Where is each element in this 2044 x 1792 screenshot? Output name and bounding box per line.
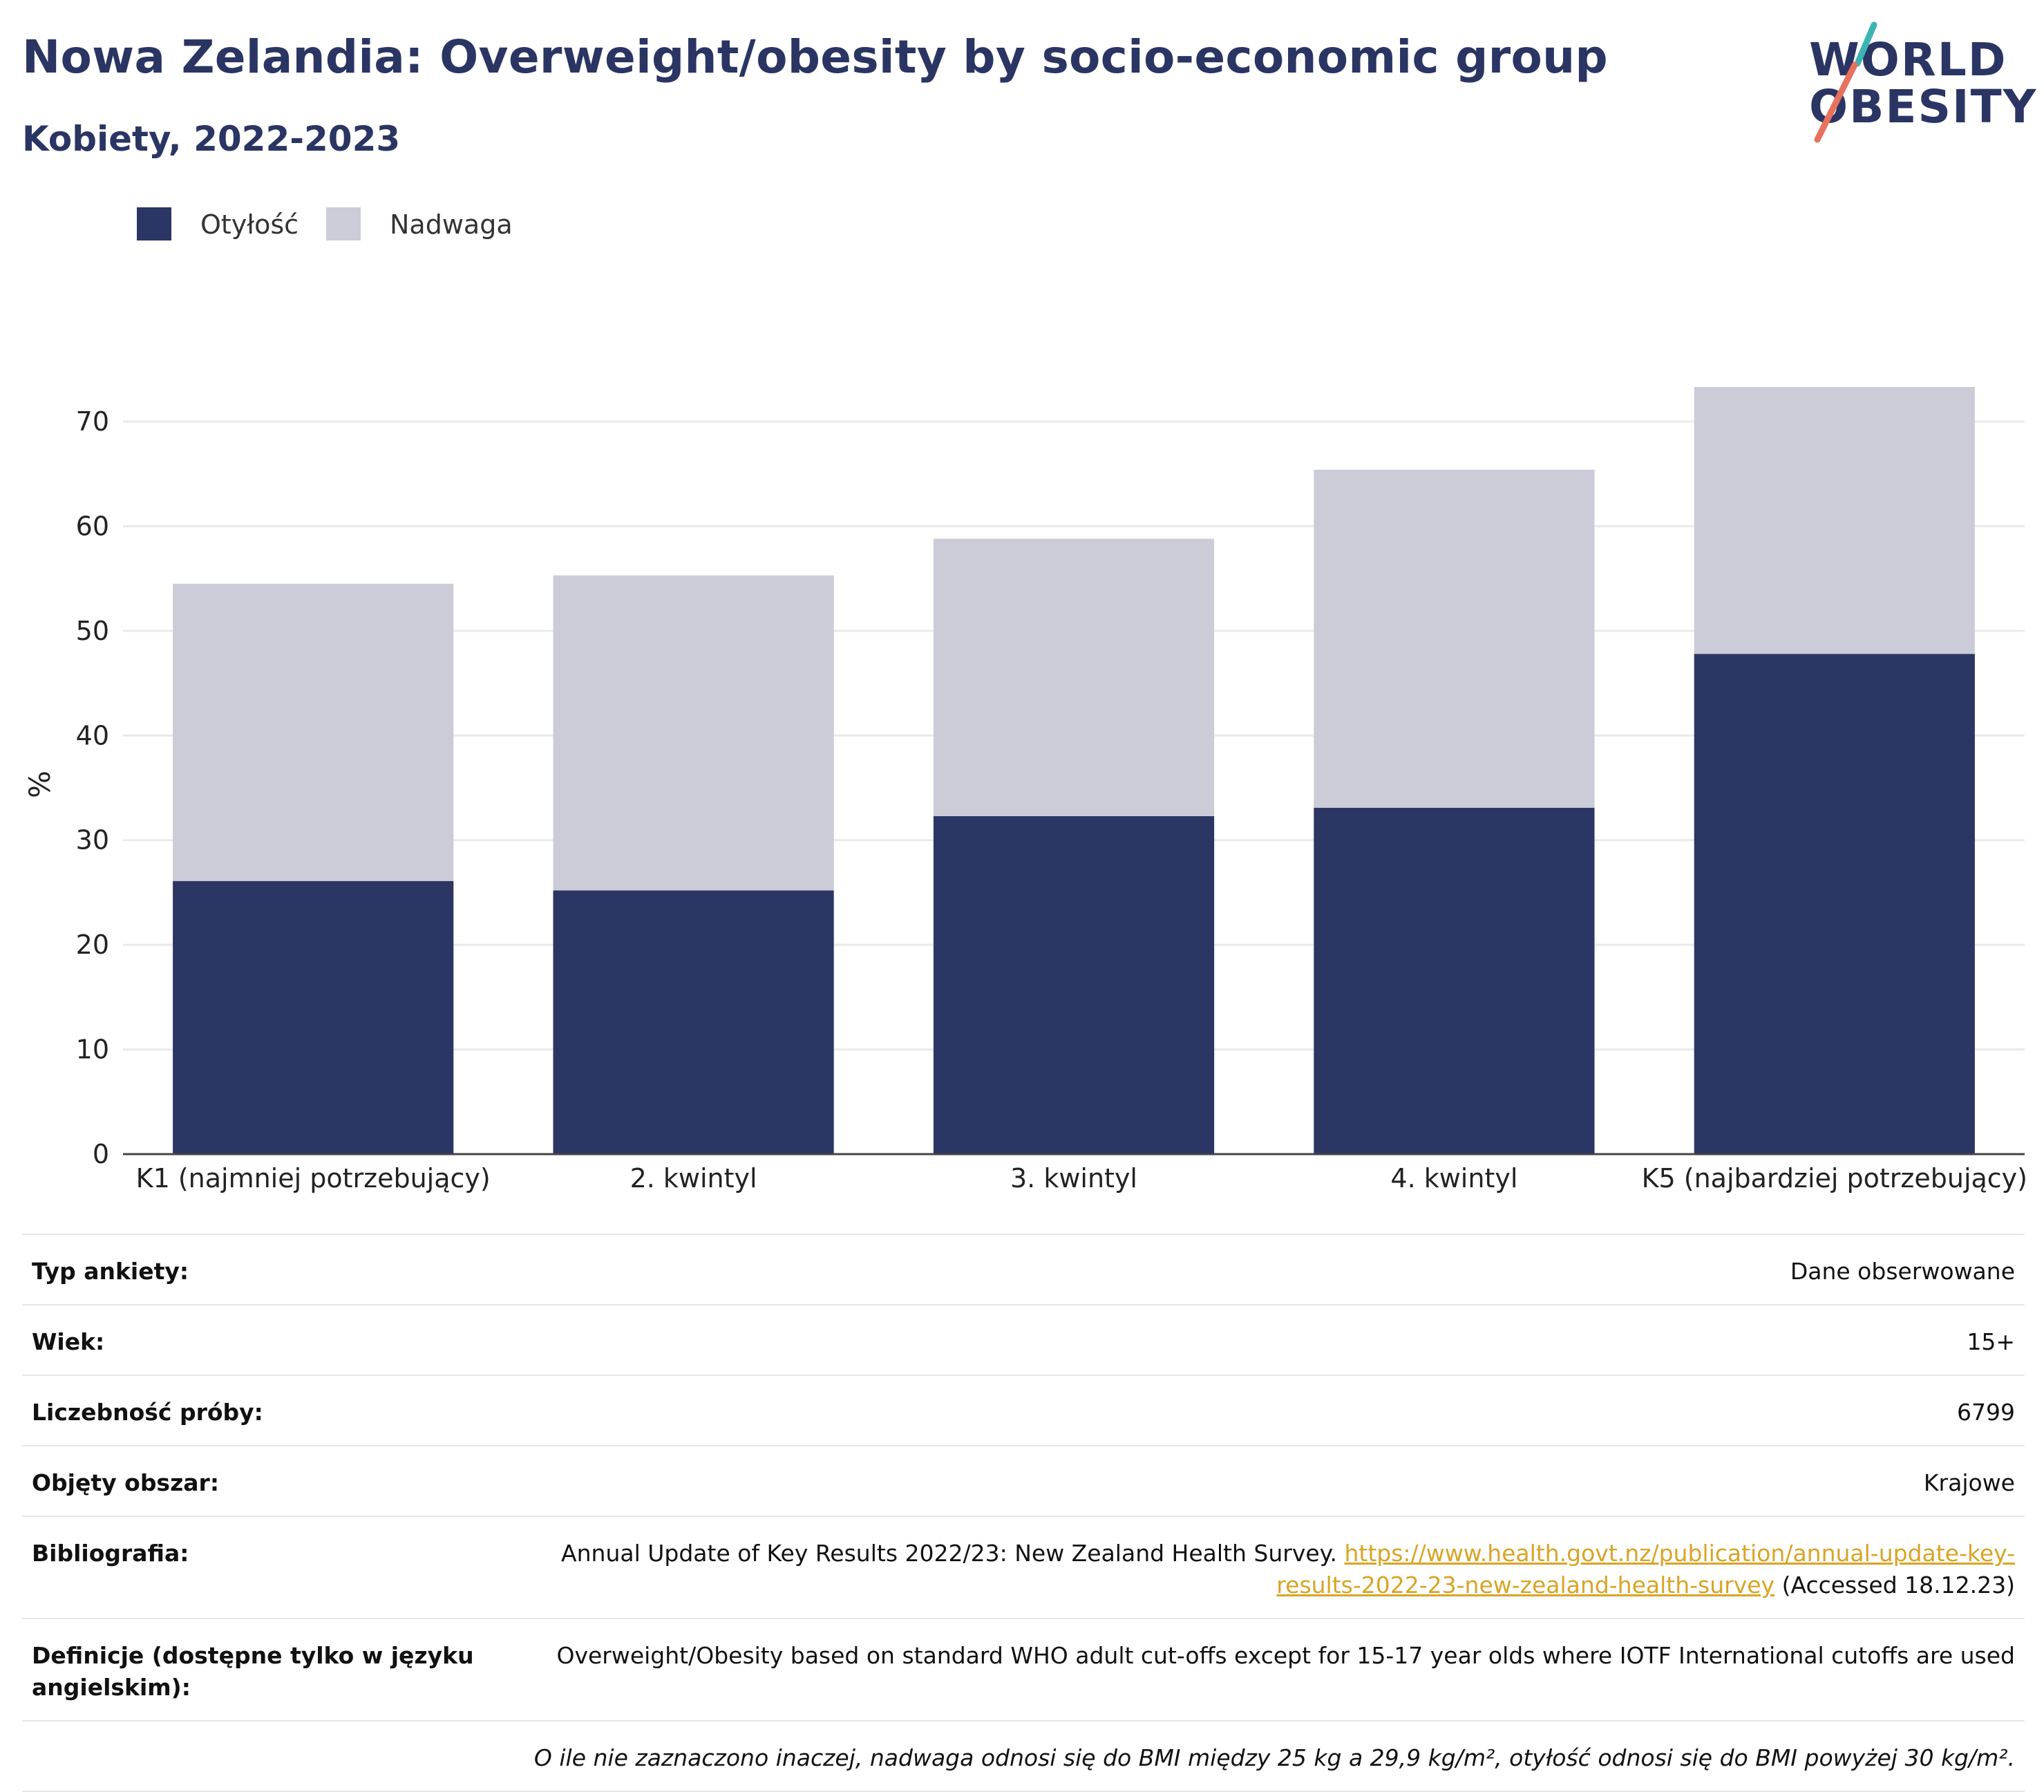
y-tick-label: 70 bbox=[76, 406, 109, 437]
meta-value: 6799 bbox=[1957, 1399, 2015, 1426]
bar-obesity bbox=[933, 815, 1215, 1154]
meta-row-area-covered: Objęty obszar: Krajowe bbox=[22, 1445, 2025, 1516]
legend-label-obesity: Otyłość bbox=[200, 209, 299, 240]
meta-value: Dane obserwowane bbox=[1790, 1258, 2015, 1285]
meta-key: Wiek: bbox=[32, 1328, 105, 1355]
legend-label-overweight: Nadwaga bbox=[390, 209, 513, 240]
meta-value: 15+ bbox=[1967, 1328, 2015, 1355]
meta-key: Definicje (dostępne tylko w języku angie… bbox=[32, 1642, 474, 1701]
x-tick-label: 4. kwintyl bbox=[1390, 1163, 1517, 1194]
x-tick-label: K5 (najbardziej potrzebujący) bbox=[1642, 1163, 2027, 1194]
bar-overweight bbox=[1694, 387, 1975, 654]
bar-obesity bbox=[553, 890, 834, 1154]
bibliography-link[interactable]: https://www.health.govt.nz/publication/a… bbox=[1276, 1540, 2015, 1598]
bar-overweight bbox=[173, 583, 454, 881]
bibliography-text: Annual Update of Key Results 2022/23: Ne… bbox=[561, 1540, 1337, 1567]
x-tick-label: 3. kwintyl bbox=[1010, 1163, 1137, 1194]
meta-row-sample-size: Liczebność próby: 6799 bbox=[22, 1375, 2025, 1445]
world-obesity-logo: WORLD OBESITY bbox=[1804, 21, 2036, 145]
metadata-table: Typ ankiety: Dane obserwowane Wiek: 15+ … bbox=[22, 1234, 2025, 1792]
bar-obesity bbox=[1694, 654, 1975, 1154]
bar-obesity bbox=[173, 880, 454, 1154]
y-tick-label: 30 bbox=[76, 825, 109, 856]
y-tick-label: 10 bbox=[76, 1035, 109, 1065]
y-tick-label: 60 bbox=[76, 511, 109, 541]
bibliography-accessed: (Accessed 18.12.23) bbox=[1781, 1572, 2015, 1598]
y-axis-label: % bbox=[23, 771, 57, 798]
y-tick-label: 40 bbox=[76, 720, 109, 751]
meta-row-definitions: Definicje (dostępne tylko w języku angie… bbox=[22, 1618, 2025, 1720]
bar-obesity bbox=[1314, 807, 1595, 1154]
stacked-bar-chart: 0 10 20 30 40 50 60 70% K1 (najmniej potrzebując… bbox=[23, 387, 2027, 1194]
meta-row-bmi-note: O ile nie zaznaczono inaczej, nadwaga od… bbox=[22, 1720, 2025, 1792]
y-tick-label: 50 bbox=[76, 616, 109, 646]
bar-overweight bbox=[553, 575, 834, 891]
legend-swatch-overweight bbox=[326, 207, 361, 240]
x-tick-label: 2. kwintyl bbox=[630, 1163, 757, 1194]
logo-line-2: OBESITY bbox=[1809, 80, 2038, 133]
meta-value: Annual Update of Key Results 2022/23: Ne… bbox=[515, 1538, 2015, 1601]
meta-key: Bibliografia: bbox=[32, 1540, 189, 1567]
meta-row-survey-type: Typ ankiety: Dane obserwowane bbox=[22, 1234, 2025, 1304]
meta-value: Krajowe bbox=[1923, 1469, 2015, 1496]
logo-slash-icon bbox=[1814, 21, 1877, 143]
y-tick-label: 20 bbox=[76, 930, 109, 960]
meta-value: Overweight/Obesity based on standard WHO… bbox=[556, 1642, 2015, 1669]
meta-key: Objęty obszar: bbox=[32, 1469, 220, 1496]
meta-key: Typ ankiety: bbox=[32, 1258, 189, 1285]
meta-value: O ile nie zaznaczono inaczej, nadwaga od… bbox=[533, 1744, 2015, 1771]
page-subtitle: Kobiety, 2022-2023 bbox=[22, 119, 401, 159]
x-tick-label: K1 (najmniej potrzebujący) bbox=[136, 1163, 491, 1194]
meta-row-age: Wiek: 15+ bbox=[22, 1304, 2025, 1375]
logo-line-1: WORLD bbox=[1809, 33, 2007, 86]
meta-row-bibliography: Bibliografia: Annual Update of Key Resul… bbox=[22, 1516, 2025, 1618]
bar-overweight bbox=[933, 538, 1215, 816]
legend-swatch-obesity bbox=[137, 207, 171, 240]
y-tick-label: 0 bbox=[93, 1139, 109, 1169]
page-title: Nowa Zelandia: Overweight/obesity by soc… bbox=[22, 30, 1608, 84]
meta-key: Liczebność próby: bbox=[32, 1399, 263, 1426]
bar-overweight bbox=[1314, 469, 1595, 808]
